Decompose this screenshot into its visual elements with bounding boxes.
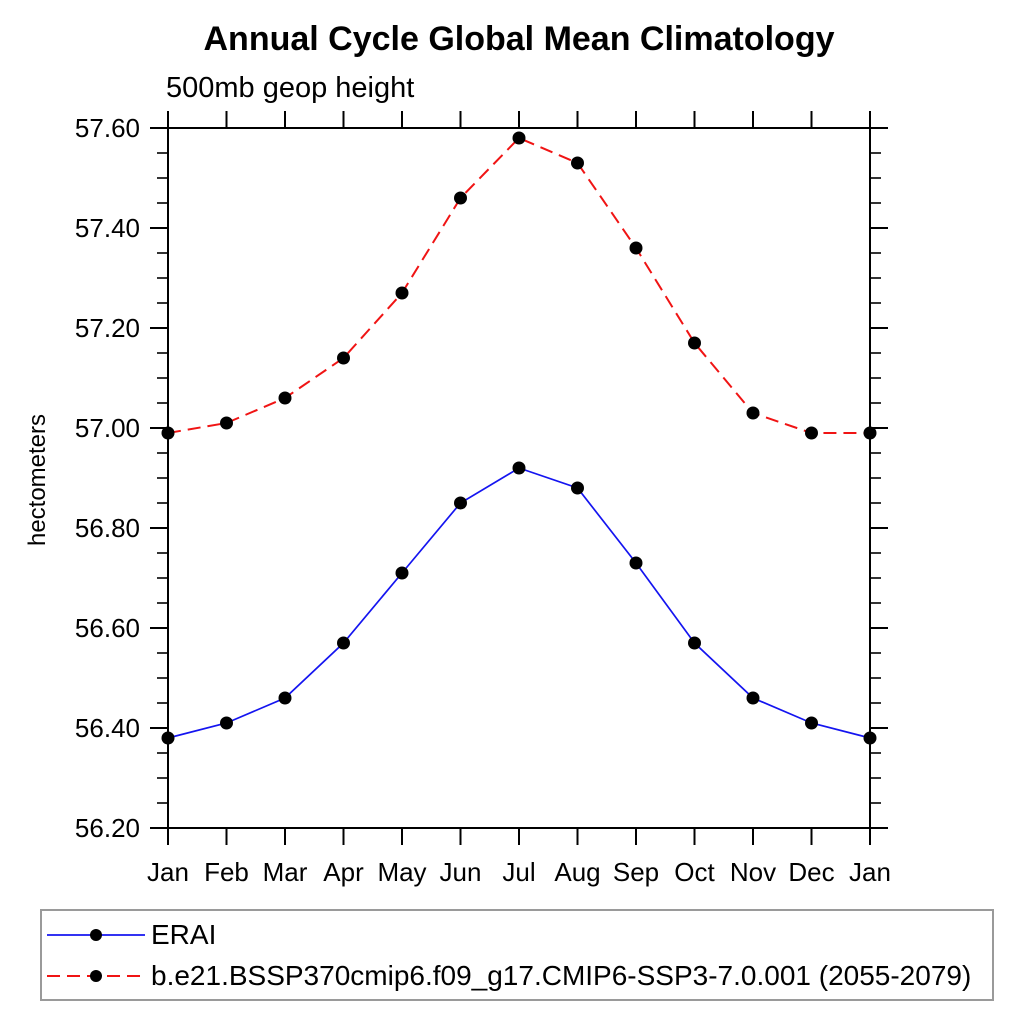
data-point — [161, 731, 175, 745]
legend-label: ERAI — [151, 919, 217, 950]
chart-subtitle: 500mb geop height — [166, 72, 415, 104]
x-tick-label: Dec — [788, 857, 834, 887]
x-tick-label: Jan — [849, 857, 891, 887]
data-point — [337, 351, 350, 365]
y-tick-label: 57.20 — [75, 313, 140, 343]
x-tick-label: Jul — [502, 857, 535, 887]
series-line-0 — [167, 467, 871, 739]
y-tick-label: 57.40 — [75, 213, 140, 243]
data-point — [863, 426, 877, 440]
data-point — [395, 566, 409, 580]
y-tick-label: 57.60 — [75, 113, 140, 143]
data-point — [512, 131, 526, 145]
data-point — [688, 336, 701, 350]
legend-marker-icon — [90, 929, 102, 941]
y-tick-label: 56.20 — [75, 813, 140, 843]
data-point — [746, 691, 760, 705]
data-point — [337, 636, 350, 650]
data-point — [512, 461, 526, 475]
data-point — [629, 241, 643, 255]
x-tick-label: Oct — [674, 857, 715, 887]
x-tick-label: May — [377, 857, 426, 887]
y-tick-label: 56.60 — [75, 613, 140, 643]
data-point — [395, 286, 409, 300]
series-line-1 — [167, 136, 870, 434]
chart-title: Annual Cycle Global Mean Climatology — [203, 20, 835, 58]
x-tick-label: Aug — [554, 857, 600, 887]
data-point — [454, 496, 467, 510]
data-point — [220, 416, 233, 430]
data-point — [746, 406, 760, 420]
x-tick-label: Apr — [323, 857, 364, 887]
y-tick-label: 56.80 — [75, 513, 140, 543]
y-tick-label: 56.40 — [75, 713, 140, 743]
data-point — [278, 391, 292, 405]
legend-label: b.e21.BSSP370cmip6.f09_g17.CMIP6-SSP3-7.… — [151, 960, 972, 991]
x-tick-label: Mar — [263, 857, 308, 887]
legend-line-sample-solid — [47, 929, 145, 941]
x-tick-label: Jan — [147, 857, 189, 887]
x-tick-label: Feb — [204, 857, 249, 887]
legend-line-sample-dashed — [47, 970, 145, 982]
data-point — [161, 426, 175, 440]
plot-frame — [167, 127, 871, 829]
x-tick-label: Nov — [730, 857, 776, 887]
data-point — [629, 556, 643, 570]
legend-item-erai: ERAI — [45, 914, 216, 956]
data-point — [571, 481, 584, 495]
x-tick-label: Jun — [440, 857, 482, 887]
data-point — [278, 691, 292, 705]
data-point — [805, 426, 818, 440]
data-point — [220, 716, 233, 730]
legend: ERAI b.e21.BSSP370cmip6.f09_g17.CMIP6-SS… — [40, 909, 994, 1001]
data-point — [805, 716, 818, 730]
y-tick-label: 57.00 — [75, 413, 140, 443]
data-point — [571, 156, 584, 170]
data-point — [863, 731, 877, 745]
legend-marker-icon — [90, 970, 102, 982]
data-point — [688, 636, 701, 650]
data-point — [454, 191, 467, 205]
x-tick-label: Sep — [613, 857, 659, 887]
legend-item-ssp370: b.e21.BSSP370cmip6.f09_g17.CMIP6-SSP3-7.… — [45, 955, 971, 997]
